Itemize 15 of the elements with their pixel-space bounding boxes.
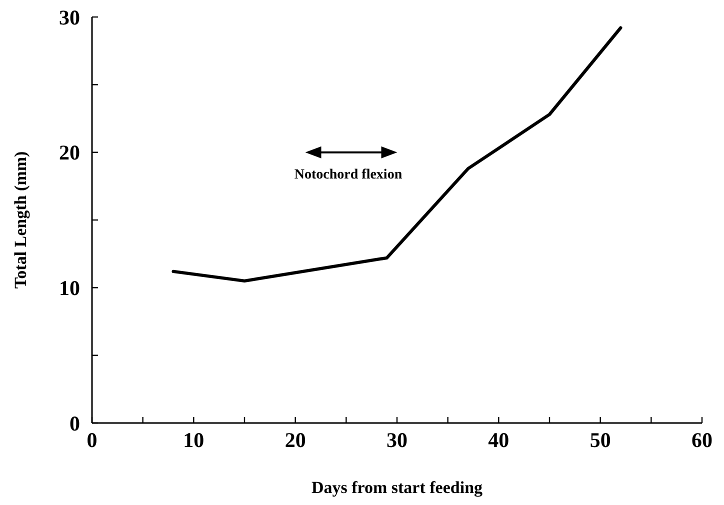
- y-tick-label: 30: [59, 5, 80, 30]
- y-tick-label: 0: [70, 411, 80, 436]
- x-tick-label: 20: [284, 428, 306, 452]
- x-tick-label: 50: [590, 428, 611, 452]
- x-tick-label: 0: [86, 428, 98, 452]
- x-tick-label: 30: [386, 428, 408, 452]
- line-series: [172, 26, 622, 282]
- y-tick-label: 20: [59, 140, 80, 165]
- y-axis-title: Total Length (mm): [11, 151, 30, 289]
- annotation: Notochord flexion: [294, 167, 402, 182]
- x-tick-label: 10: [183, 428, 204, 452]
- x-axis-title: Days from start feeding: [311, 478, 484, 497]
- x-tick-label: 60: [692, 428, 712, 452]
- y-tick-label: 10: [59, 276, 80, 300]
- x-tick-label: 40: [488, 428, 510, 452]
